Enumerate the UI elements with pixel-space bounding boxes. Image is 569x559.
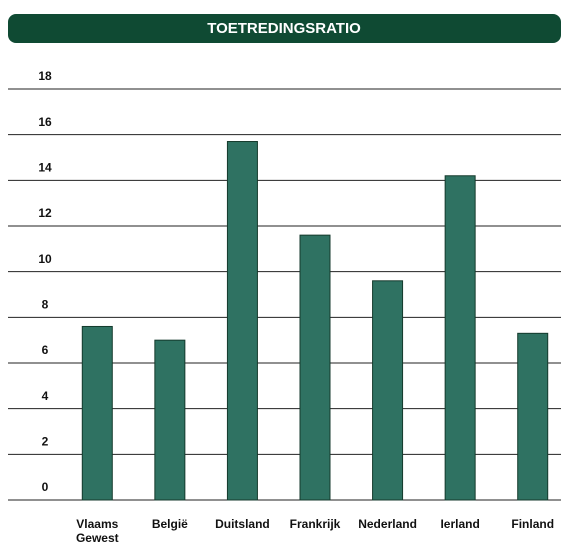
x-tick-label: Finland [511, 517, 555, 531]
x-tick-label: Ierland [440, 517, 480, 531]
x-tick-label: Frankrijk [289, 517, 341, 531]
bar [81, 325, 113, 501]
x-tick-label: België [151, 517, 188, 531]
title-bar [8, 14, 561, 43]
bar [444, 175, 476, 501]
y-tick-label: 2 [42, 435, 49, 449]
y-tick-label: 0 [42, 480, 49, 494]
x-tick-label: Nederland [358, 517, 417, 531]
chart-title: TOETREDINGSRATIO [207, 20, 361, 37]
y-tick-label: 10 [38, 252, 52, 266]
bar [154, 339, 186, 501]
y-tick-label: 8 [42, 298, 49, 312]
y-tick-label: 14 [38, 161, 52, 175]
x-tick-label: Duitsland [215, 517, 270, 531]
y-tick-label: 6 [42, 343, 49, 357]
y-tick-label: 12 [38, 206, 52, 220]
y-tick-label: 16 [38, 115, 52, 129]
x-tick-label: Vlaams Gewest [75, 517, 119, 545]
bar [372, 280, 404, 501]
bar [226, 141, 258, 501]
y-tick-label: 18 [38, 69, 52, 83]
y-tick-label: 4 [42, 389, 49, 403]
bar [517, 332, 549, 501]
bar [299, 234, 331, 501]
